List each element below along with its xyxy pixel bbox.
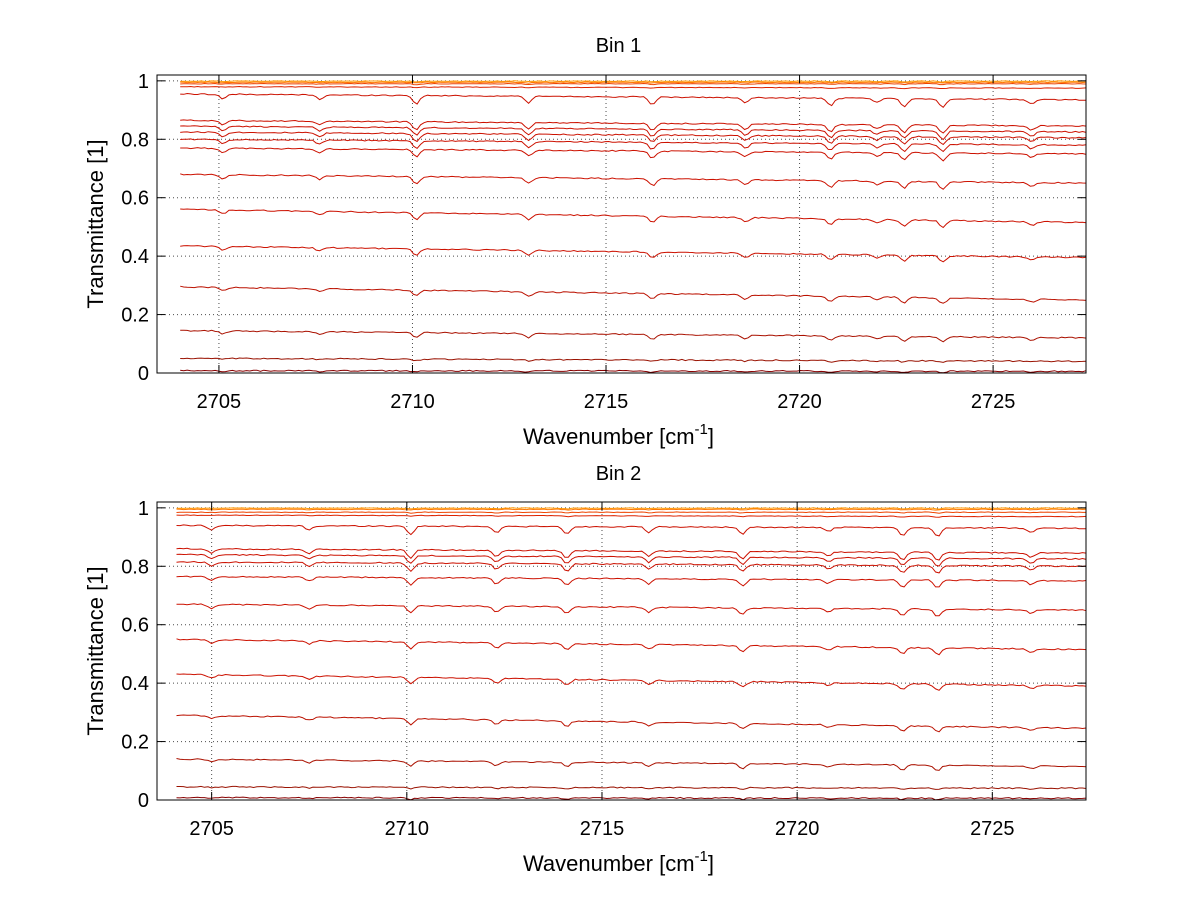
axes-frame [156, 74, 1087, 374]
x-tick-label-4: 2725 [971, 391, 1016, 413]
series-line-3 [176, 514, 1087, 518]
x-tick-label-3: 2720 [775, 818, 820, 840]
series-line-12 [176, 714, 1087, 733]
y-axis-label: Transmittance [1] [83, 566, 108, 735]
series-line-4 [180, 92, 1087, 108]
series-line-14 [180, 329, 1087, 343]
x-tick-label-1: 2710 [390, 391, 435, 413]
x-tick-label-1: 2710 [385, 818, 430, 840]
series-line-9 [176, 603, 1087, 617]
axes-frame [156, 501, 1087, 801]
y-axis-label: Transmittance [1] [83, 139, 108, 308]
series-line-16 [180, 369, 1087, 374]
series-line-10 [176, 638, 1087, 656]
series-line-7 [180, 131, 1087, 146]
series-line-9 [180, 147, 1087, 162]
series-line-14 [176, 785, 1087, 790]
y-tick-label-3: 0.6 [121, 615, 149, 637]
series-line-1 [176, 508, 1087, 511]
chart-panel-bin-1: 2705 2710 2715 2720 2725 0 0.2 0.4 0.6 0.8 1 Bin 1 W… [83, 35, 1087, 449]
series-line-8 [180, 138, 1087, 153]
y-tick-label-1: 0.2 [121, 732, 149, 754]
y-tick-label-2: 0.4 [121, 673, 149, 695]
series-line-15 [176, 796, 1087, 801]
series-line-2 [180, 82, 1087, 86]
series-line-11 [176, 673, 1087, 691]
y-tick-label-3: 0.6 [121, 188, 149, 210]
x-tick-label-0: 2705 [189, 818, 234, 840]
y-tick-label-0: 0 [138, 363, 149, 385]
series-line-6 [176, 553, 1087, 567]
x-axis-label-sup: -1 [695, 848, 708, 865]
series-line-8 [176, 575, 1087, 588]
y-tick-label-5: 1 [138, 498, 149, 520]
y-tick-label-0: 0 [138, 790, 149, 812]
x-axis-label: Wavenumber [cm-1] [523, 848, 714, 876]
chart-title: Bin 1 [596, 35, 642, 57]
x-tick-label-0: 2705 [197, 391, 242, 413]
series-line-12 [180, 245, 1087, 263]
series-line-1 [180, 81, 1087, 84]
series-line-5 [176, 547, 1087, 561]
y-tick-label-2: 0.4 [121, 246, 149, 268]
series-line-13 [176, 758, 1087, 771]
x-tick-label-2: 2715 [584, 391, 629, 413]
series-line-10 [180, 173, 1087, 190]
series-line-3 [180, 85, 1087, 90]
x-axis-label-main: Wavenumber [cm [523, 424, 695, 449]
chart-panel-bin-2: 2705 2710 2715 2720 2725 0 0.2 0.4 0.6 0.8 1 Bin 2 W… [83, 463, 1087, 876]
y-tick-label-1: 0.2 [121, 305, 149, 327]
y-tick-label-5: 1 [138, 71, 149, 93]
series-line-6 [180, 125, 1087, 141]
series-line-13 [180, 285, 1087, 304]
x-axis-label-suffix: ] [708, 851, 714, 876]
series-line-2 [176, 511, 1086, 514]
series-line-15 [180, 357, 1087, 363]
x-tick-label-4: 2725 [970, 818, 1015, 840]
x-axis-label-suffix: ] [708, 424, 714, 449]
x-axis-label-main: Wavenumber [cm [523, 851, 695, 876]
series-line-4 [176, 524, 1087, 537]
chart-title: Bin 2 [596, 463, 642, 485]
series-line-0 [176, 507, 1086, 510]
x-axis-label-sup: -1 [695, 421, 708, 438]
x-tick-label-3: 2720 [777, 391, 822, 413]
series-line-11 [180, 208, 1087, 229]
x-axis-label: Wavenumber [cm-1] [523, 421, 714, 449]
y-tick-label-4: 0.8 [121, 556, 149, 578]
series-line-7 [176, 560, 1087, 574]
y-tick-label-4: 0.8 [121, 129, 149, 151]
x-tick-label-2: 2715 [580, 818, 625, 840]
series-line-5 [180, 119, 1087, 134]
series-line-0 [180, 80, 1086, 83]
